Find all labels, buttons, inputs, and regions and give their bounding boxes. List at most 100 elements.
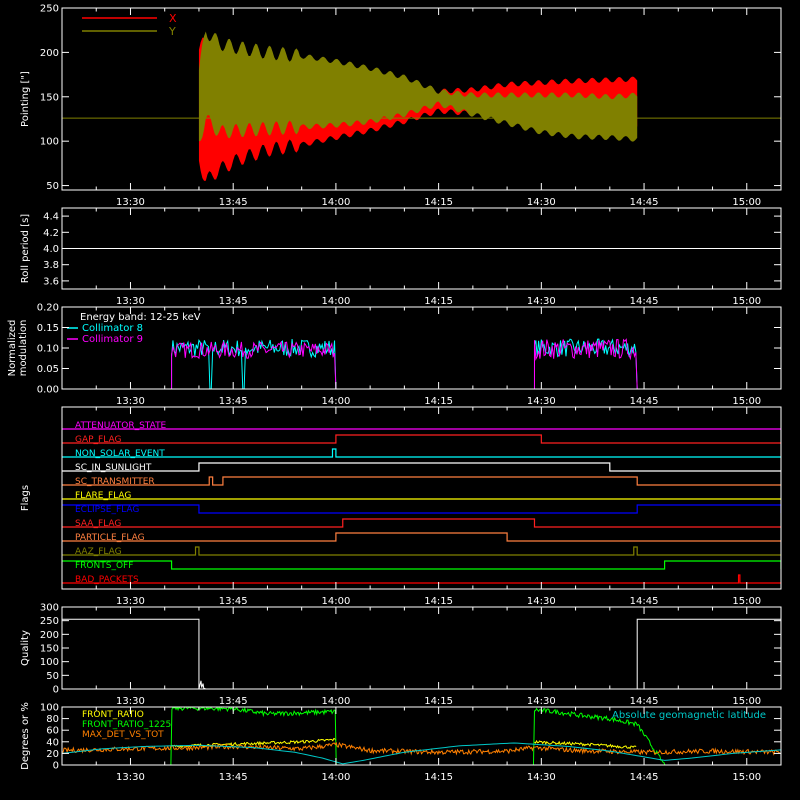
flag-label-fronts_off: FRONTS_OFF	[75, 561, 133, 571]
modulation-legend-label: Collimator 8	[82, 323, 143, 334]
flag-line-non_solar_event	[62, 448, 781, 458]
modulation-ytick-label: 0.15	[37, 323, 59, 334]
ratios-ytick-label: 0	[53, 761, 59, 772]
quality-ytick-label: 250	[40, 616, 59, 627]
pointing-xtick-label: 14:00	[321, 197, 350, 208]
roll-period-ytick-label: 4.2	[43, 228, 59, 239]
quality-ytick-label: 200	[40, 630, 59, 641]
flag-line-gap_flag	[62, 434, 781, 444]
modulation-ytick-label: 0.05	[37, 364, 59, 375]
flag-line-fronts_off	[62, 560, 781, 570]
flags-xtick-label: 13:30	[116, 596, 145, 607]
ratios-ytick-label: 40	[46, 737, 59, 748]
pointing-series-y	[198, 31, 638, 142]
panels: XY 13:30 13:45 14:00 14:15 14:30 14:45 15:00 50 1…	[7, 4, 782, 783]
quality-xtick-label: 13:30	[116, 696, 145, 707]
quality-ytick-label: 0	[53, 685, 59, 696]
flag-label-gap_flag: GAP_FLAG	[75, 435, 121, 445]
quality-ytick-label: 100	[40, 657, 59, 668]
flag-line-aaz_flag	[62, 546, 781, 556]
ratios-front-ratio-segment	[534, 739, 637, 750]
flag-line-saa_flag	[62, 518, 781, 528]
flags-ylabel: Flags	[20, 485, 31, 511]
legend-label-x: X	[169, 12, 177, 25]
flag-label-sc_transmitter: SC_TRANSMITTER	[75, 477, 155, 487]
flag-line-sc_transmitter	[62, 476, 781, 486]
pointing-ylabel: Pointing ["]	[20, 71, 31, 127]
ratios-legend-front_ratio_1225: FRONT_RATIO_1225	[82, 720, 171, 730]
modulation-plot-area	[62, 338, 781, 389]
pointing-xtick-label: 14:45	[630, 197, 659, 208]
roll-period-xtick-label: 13:45	[219, 296, 248, 307]
ratios-xtick-label: 13:45	[219, 772, 248, 783]
pointing-xtick-label: 15:00	[732, 197, 761, 208]
flag-label-bad_packets: BAD_PACKETS	[75, 575, 139, 585]
quality-xtick-label: 14:45	[630, 696, 659, 707]
roll-period-xtick-label: 13:30	[116, 296, 145, 307]
ratios-xtick-label: 13:30	[116, 772, 145, 783]
roll-period-ytick-label: 3.8	[43, 260, 59, 271]
quality-ytick-label: 50	[46, 671, 59, 682]
ratios-legend-front_ratio: FRONT_RATIO	[82, 710, 144, 720]
flag-line-eclipse_flag	[62, 504, 781, 514]
quality-ylabel: Quality	[20, 630, 31, 666]
ratios-absolute-geomagnetic-latitude	[62, 742, 781, 765]
modulation-xtick-label: 13:30	[116, 396, 145, 407]
quality-xtick-label: 15:00	[732, 696, 761, 707]
quality-plot-area	[62, 618, 781, 689]
modulation-ytick-label: 0.10	[37, 344, 59, 355]
modulation-ylabel: Normalized	[7, 320, 18, 377]
pointing-plot-area	[62, 31, 781, 181]
roll-period-xtick-label: 14:45	[630, 296, 659, 307]
roll-period-ylabel: Roll period [s]	[20, 214, 31, 283]
ratios-ytick-label: 80	[46, 714, 59, 725]
roll-period-xtick-label: 15:00	[732, 296, 761, 307]
modulation-ytick-label: 0.00	[37, 385, 59, 396]
roll-period-xtick-label: 14:00	[321, 296, 350, 307]
ratios-annotation: Absolute geomagnetic latitude	[612, 710, 766, 721]
quality-xtick-label: 14:30	[527, 696, 556, 707]
modulation-energy-band: Energy band: 12-25 keV	[80, 312, 201, 323]
pointing-xtick-label: 13:30	[116, 197, 145, 208]
pointing-ytick-label: 50	[46, 181, 59, 192]
panel-ratios: FRONT_RATIOFRONT_RATIO_1225MAX_DET_VS_TO…	[20, 702, 782, 783]
ratios-legend-max_det_vs_tot: MAX_DET_VS_TOT	[82, 730, 164, 740]
ratios-front-ratio-1225	[62, 707, 780, 765]
roll-period-xtick-label: 14:15	[424, 296, 453, 307]
ratios-ytick-label: 100	[40, 703, 59, 714]
pointing-xtick-label: 13:45	[219, 197, 248, 208]
ratios-plot-area	[62, 707, 781, 765]
pointing-xtick-label: 14:15	[424, 197, 453, 208]
flags-xtick-label: 15:00	[732, 596, 761, 607]
ratios-xtick-label: 14:30	[527, 772, 556, 783]
pointing-ytick-label: 200	[40, 48, 59, 59]
panel-quality: 13:30 13:45 14:00 14:15 14:30 14:45 15:00 0 50 10…	[20, 603, 782, 707]
ratios-xtick-label: 15:00	[732, 772, 761, 783]
flag-line-particle_flag	[62, 532, 781, 542]
roll-period-ytick-label: 3.6	[43, 276, 59, 287]
flag-label-attenuator_state: ATTENUATOR_STATE	[75, 421, 167, 431]
pointing-ytick-label: 150	[40, 92, 59, 103]
flag-label-sc_in_sunlight: SC_IN_SUNLIGHT	[75, 463, 152, 473]
pointing-frame	[61, 7, 782, 191]
quality-xtick-label: 14:00	[321, 696, 350, 707]
flags-frame	[61, 406, 782, 590]
ratios-ytick-label: 60	[46, 726, 59, 737]
quality-ytick-label: 150	[40, 644, 59, 655]
ratios-xtick-label: 14:00	[321, 772, 350, 783]
modulation-xtick-label: 13:45	[219, 396, 248, 407]
quality-ytick-label: 300	[40, 603, 59, 614]
roll-period-ytick-label: 4.4	[43, 212, 59, 223]
modulation-legend-label: Collimator 9	[82, 334, 143, 345]
pointing-xtick-label: 14:30	[527, 197, 556, 208]
modulation-xtick-label: 15:00	[732, 396, 761, 407]
legend-label-y: Y	[168, 25, 176, 38]
modulation-xtick-label: 14:15	[424, 396, 453, 407]
flags-xtick-label: 14:30	[527, 596, 556, 607]
flag-label-non_solar_event: NON_SOLAR_EVENT	[75, 449, 165, 459]
ratios-ytick-label: 20	[46, 749, 59, 760]
ratios-xtick-label: 14:15	[424, 772, 453, 783]
